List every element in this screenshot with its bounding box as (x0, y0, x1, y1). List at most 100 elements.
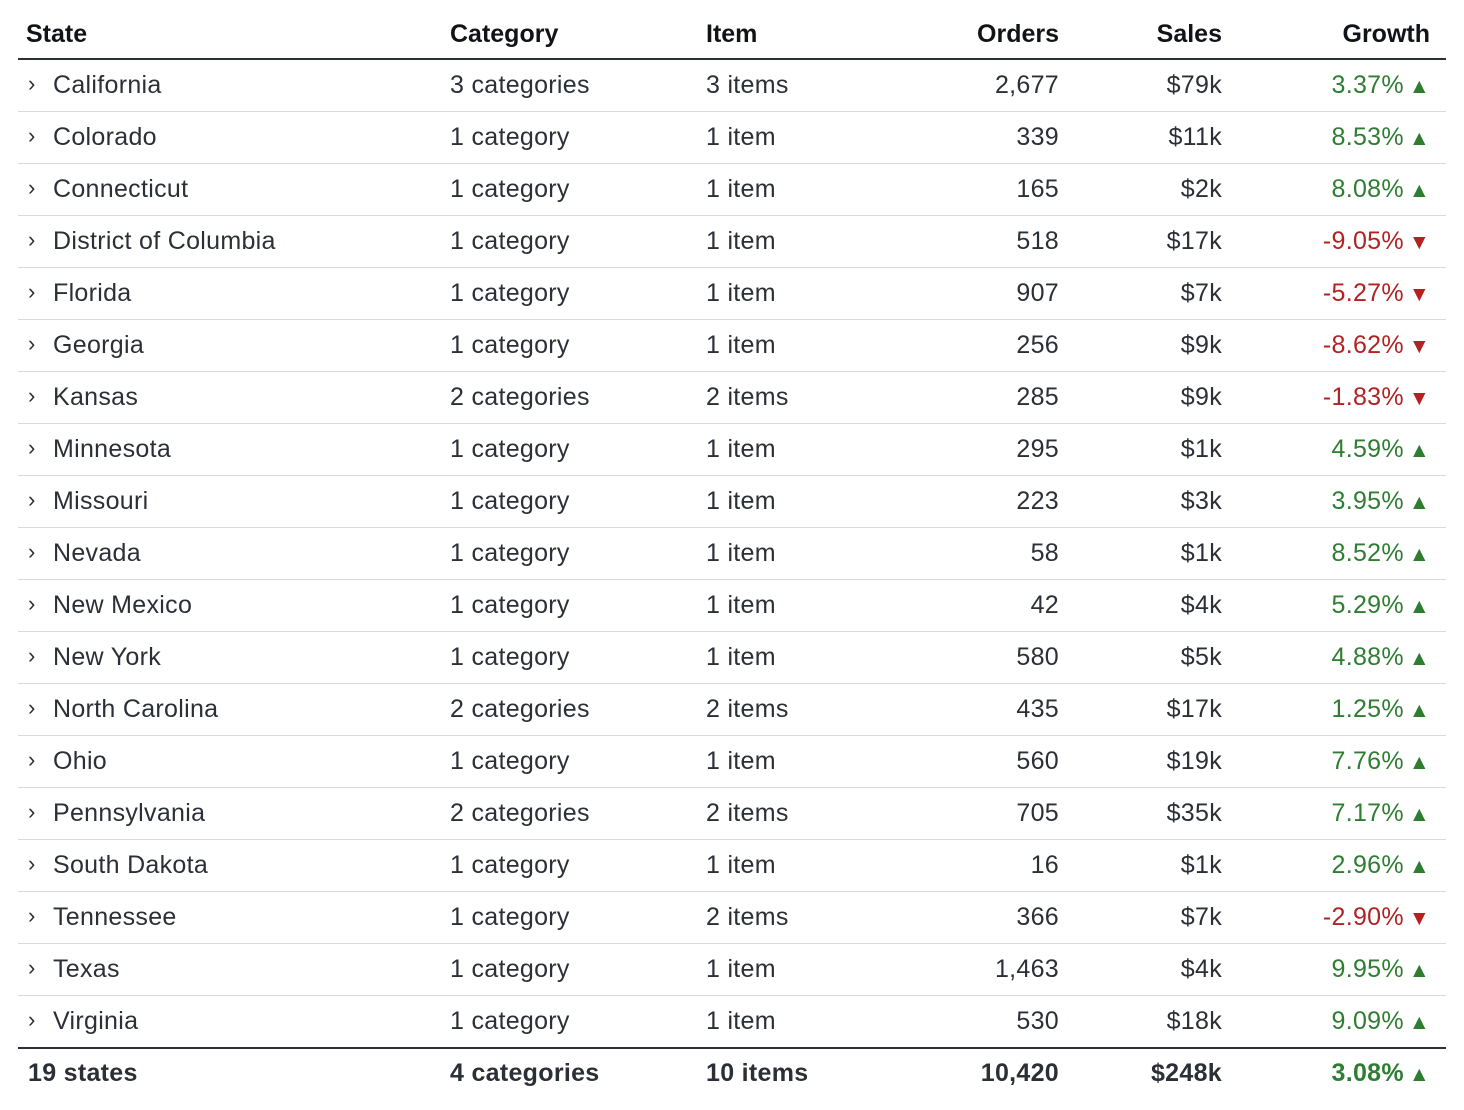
table-row[interactable]: › Tennessee 1 category 2 items 366 $7k -2.90% ▼ (18, 891, 1446, 944)
chevron-right-icon[interactable]: › (28, 123, 36, 148)
table-row[interactable]: › California 3 categories 3 items 2,677 $79k 3… (18, 59, 1446, 112)
item-count: 2 items (706, 787, 901, 840)
category-count: 1 category (441, 215, 706, 268)
growth-cell: 5.29% ▲ (1222, 579, 1446, 632)
growth-value: -2.90% (1322, 903, 1404, 931)
growth-value: -5.27% (1322, 279, 1404, 307)
chevron-right-icon[interactable]: › (28, 487, 36, 512)
chevron-right-icon[interactable]: › (28, 279, 36, 304)
table-row[interactable]: › Texas 1 category 1 item 1,463 $4k 9.95% ▲ (18, 943, 1446, 996)
chevron-right-icon[interactable]: › (28, 1007, 36, 1032)
item-count: 1 item (706, 475, 901, 528)
state-name: Colorado (53, 123, 157, 151)
chevron-right-icon[interactable]: › (28, 851, 36, 876)
state-cell: › South Dakota (18, 839, 441, 892)
column-header-sales[interactable]: Sales (1059, 10, 1222, 60)
orders-value: 285 (901, 371, 1059, 424)
triangle-up-icon: ▲ (1408, 75, 1430, 98)
chevron-right-icon[interactable]: › (28, 71, 36, 96)
table-row[interactable]: › Colorado 1 category 1 item 339 $11k 8.53% ▲ (18, 111, 1446, 164)
table-row[interactable]: › South Dakota 1 category 1 item 16 $1k 2.96% ▲ (18, 839, 1446, 892)
chevron-right-icon[interactable]: › (28, 903, 36, 928)
chevron-right-icon[interactable]: › (28, 539, 36, 564)
item-count: 1 item (706, 111, 901, 164)
triangle-down-icon: ▼ (1408, 283, 1430, 306)
triangle-up-icon: ▲ (1408, 751, 1430, 774)
item-count: 1 item (706, 579, 901, 632)
item-count: 1 item (706, 527, 901, 580)
table-row[interactable]: › Missouri 1 category 1 item 223 $3k 3.95% ▲ (18, 475, 1446, 528)
chevron-right-icon[interactable]: › (28, 591, 36, 616)
table-row[interactable]: › District of Columbia 1 category 1 item 518… (18, 215, 1446, 268)
orders-value: 560 (901, 735, 1059, 788)
table-row[interactable]: › Pennsylvania 2 categories 2 items 705 $35k 7… (18, 787, 1446, 840)
table-footer: 19 states 4 categories 10 items 10,420 $… (18, 1047, 1446, 1097)
orders-value: 705 (901, 787, 1059, 840)
chevron-right-icon[interactable]: › (28, 747, 36, 772)
table-row[interactable]: › Georgia 1 category 1 item 256 $9k -8.62% ▼ (18, 319, 1446, 372)
item-count: 1 item (706, 995, 901, 1049)
growth-cell: 7.17% ▲ (1222, 787, 1446, 840)
triangle-up-icon: ▲ (1408, 959, 1430, 982)
triangle-up-icon: ▲ (1408, 439, 1430, 462)
triangle-down-icon: ▼ (1408, 335, 1430, 358)
column-header-item[interactable]: Item (706, 10, 901, 60)
column-header-orders[interactable]: Orders (901, 10, 1059, 60)
growth-cell: 9.09% ▲ (1222, 995, 1446, 1049)
chevron-right-icon[interactable]: › (28, 227, 36, 252)
growth-value: 2.96% (1331, 851, 1404, 879)
chevron-right-icon[interactable]: › (28, 955, 36, 980)
triangle-up-icon: ▲ (1408, 491, 1430, 514)
table-body: › California 3 categories 3 items 2,677 $79k 3… (18, 59, 1446, 1049)
chevron-right-icon[interactable]: › (28, 383, 36, 408)
triangle-up-icon: ▲ (1408, 855, 1430, 878)
table-row[interactable]: › Connecticut 1 category 1 item 165 $2k 8.08% ▲ (18, 163, 1446, 216)
growth-cell: 4.59% ▲ (1222, 423, 1446, 476)
growth-value: -1.83% (1322, 383, 1404, 411)
header-row: State Category Item Orders Sales Growth (18, 10, 1446, 60)
sales-value: $9k (1059, 371, 1222, 424)
triangle-up-icon: ▲ (1408, 647, 1430, 670)
growth-cell: -1.83% ▼ (1222, 371, 1446, 424)
chevron-right-icon[interactable]: › (28, 331, 36, 356)
state-name: New Mexico (53, 591, 193, 619)
summary-item-count: 10 items (706, 1047, 901, 1097)
state-name: North Carolina (53, 695, 219, 723)
summary-state-count: 19 states (18, 1047, 441, 1097)
table-row[interactable]: › Minnesota 1 category 1 item 295 $1k 4.59% ▲ (18, 423, 1446, 476)
sales-value: $9k (1059, 319, 1222, 372)
triangle-up-icon: ▲ (1408, 1011, 1430, 1034)
summary-category-count: 4 categories (441, 1047, 706, 1097)
growth-value: 3.95% (1331, 487, 1404, 515)
growth-cell: 3.95% ▲ (1222, 475, 1446, 528)
triangle-up-icon: ▲ (1408, 595, 1430, 618)
chevron-right-icon[interactable]: › (28, 695, 36, 720)
triangle-up-icon: ▲ (1408, 179, 1430, 202)
table-row[interactable]: › Kansas 2 categories 2 items 285 $9k -1.83% ▼ (18, 371, 1446, 424)
chevron-right-icon[interactable]: › (28, 435, 36, 460)
column-header-category[interactable]: Category (441, 10, 706, 60)
state-cell: › Kansas (18, 371, 441, 424)
growth-value: -8.62% (1322, 331, 1404, 359)
sales-value: $17k (1059, 683, 1222, 736)
growth-cell: 8.53% ▲ (1222, 111, 1446, 164)
category-count: 1 category (441, 891, 706, 944)
category-count: 1 category (441, 579, 706, 632)
chevron-right-icon[interactable]: › (28, 643, 36, 668)
table-row[interactable]: › Florida 1 category 1 item 907 $7k -5.27% ▼ (18, 267, 1446, 320)
growth-cell: -8.62% ▼ (1222, 319, 1446, 372)
state-name: New York (53, 643, 162, 671)
table-row[interactable]: › Virginia 1 category 1 item 530 $18k 9.09% ▲ (18, 995, 1446, 1049)
column-header-growth[interactable]: Growth (1222, 10, 1446, 60)
chevron-right-icon[interactable]: › (28, 799, 36, 824)
table-row[interactable]: › Ohio 1 category 1 item 560 $19k 7.76% ▲ (18, 735, 1446, 788)
growth-cell: 9.95% ▲ (1222, 943, 1446, 996)
growth-value: 4.59% (1331, 435, 1404, 463)
chevron-right-icon[interactable]: › (28, 175, 36, 200)
column-header-state[interactable]: State (18, 10, 441, 60)
table-row[interactable]: › Nevada 1 category 1 item 58 $1k 8.52% ▲ (18, 527, 1446, 580)
growth-cell: 7.76% ▲ (1222, 735, 1446, 788)
table-row[interactable]: › North Carolina 2 categories 2 items 435 $17… (18, 683, 1446, 736)
table-row[interactable]: › New Mexico 1 category 1 item 42 $4k 5.29% ▲ (18, 579, 1446, 632)
table-row[interactable]: › New York 1 category 1 item 580 $5k 4.88% ▲ (18, 631, 1446, 684)
